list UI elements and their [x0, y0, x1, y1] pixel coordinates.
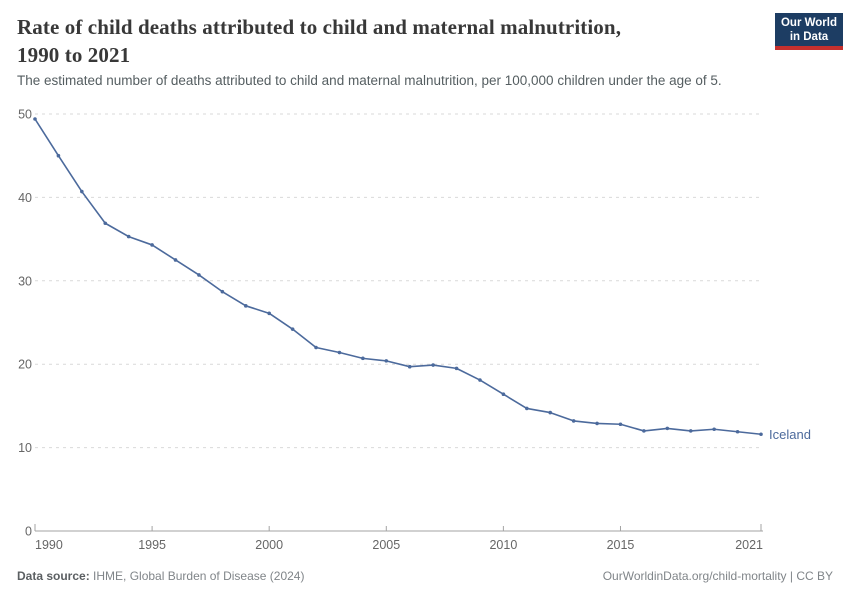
data-source-note: Data source: IHME, Global Burden of Dise…: [17, 569, 304, 583]
data-point-2012[interactable]: [548, 410, 553, 415]
data-point-2013[interactable]: [571, 419, 576, 423]
y-tick-label: 10: [18, 441, 32, 455]
data-point-2000[interactable]: [267, 311, 271, 316]
chart-subtitle: The estimated number of deaths attribute…: [17, 73, 722, 88]
data-point-1999[interactable]: [243, 304, 248, 308]
x-axis: [34, 524, 763, 532]
x-tick-label: 2005: [372, 538, 400, 552]
x-tick-label: 1990: [35, 538, 63, 552]
data-point-2014[interactable]: [595, 421, 599, 426]
data-point-2020[interactable]: [735, 429, 740, 434]
x-tick-label: 2021: [735, 538, 763, 552]
data-point-2008[interactable]: [454, 366, 459, 371]
data-source-label: Data source:: [17, 569, 90, 583]
data-point-1991[interactable]: [56, 153, 61, 158]
data-point-2001[interactable]: [290, 327, 295, 331]
data-line: [34, 118, 762, 436]
data-point-2015[interactable]: [618, 422, 623, 427]
y-axis-labels: 0 10 20 30 40 50: [18, 108, 32, 539]
data-point-2006[interactable]: [407, 364, 412, 369]
credit-link[interactable]: OurWorldinData.org/child-mortality | CC …: [602, 569, 833, 583]
chart-title-line1: Rate of child deaths attributed to child…: [17, 15, 622, 39]
data-point-2003[interactable]: [337, 350, 342, 355]
data-point-1997[interactable]: [197, 273, 201, 277]
data-point-2017[interactable]: [665, 426, 670, 431]
data-point-2010[interactable]: [501, 392, 506, 397]
x-tick-label: 2015: [607, 538, 635, 552]
y-tick-label: 40: [18, 191, 32, 205]
data-point-2016[interactable]: [642, 429, 646, 433]
data-point-2002[interactable]: [314, 345, 318, 350]
chart-title: Rate of child deaths attributed to child…: [17, 13, 757, 69]
data-point-2007[interactable]: [431, 363, 435, 367]
entity-label[interactable]: Iceland: [769, 427, 811, 442]
data-source-text: IHME, Global Burden of Disease (2024): [89, 569, 305, 583]
y-gridlines: [35, 113, 761, 449]
owid-logo[interactable]: Our World in Data: [775, 13, 843, 50]
data-point-1998[interactable]: [220, 289, 225, 294]
y-tick-label: 20: [18, 358, 32, 372]
data-point-2018[interactable]: [688, 429, 693, 433]
x-tick-label: 2000: [255, 538, 283, 552]
data-point-2009[interactable]: [478, 378, 482, 382]
x-axis-labels: 1990 1995 2000 2005 2010 2015 2021: [35, 538, 763, 552]
entity-label-group: Iceland: [769, 427, 811, 442]
data-point-1992[interactable]: [80, 189, 84, 194]
data-point-1995[interactable]: [150, 243, 154, 247]
owid-logo-line1: Our World: [780, 17, 837, 29]
data-point-2021[interactable]: [759, 432, 763, 437]
chart-title-line2: 1990 to 2021: [17, 43, 131, 67]
data-point-1996[interactable]: [173, 258, 178, 262]
data-point-2004[interactable]: [361, 356, 365, 361]
y-tick-label: 50: [18, 108, 32, 122]
data-point-2011[interactable]: [525, 406, 529, 411]
data-point-2005[interactable]: [384, 359, 389, 363]
x-tick-label: 2010: [489, 538, 517, 552]
data-point-1994[interactable]: [126, 234, 131, 239]
data-points[interactable]: [33, 117, 763, 437]
chart-footer: Data source: IHME, Global Burden of Dise…: [17, 569, 833, 583]
x-tick-label: 1995: [138, 538, 166, 552]
y-tick-label: 30: [18, 274, 32, 288]
data-point-1990[interactable]: [33, 117, 37, 121]
owid-logo-line2: in Data: [789, 31, 829, 43]
y-tick-label: 0: [25, 525, 32, 539]
data-point-1993[interactable]: [103, 221, 108, 226]
series-line: [34, 118, 762, 436]
data-point-2019[interactable]: [712, 427, 716, 432]
